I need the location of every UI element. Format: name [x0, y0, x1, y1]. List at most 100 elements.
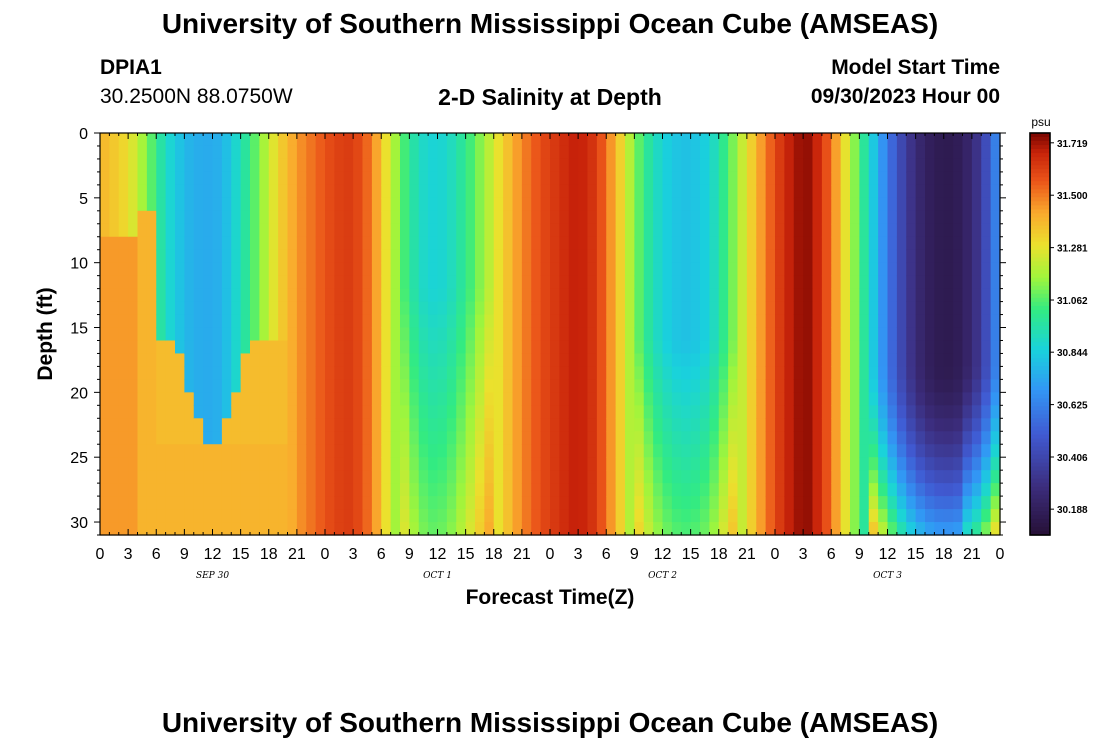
heatmap-cell: [156, 314, 167, 329]
heatmap-cell: [446, 431, 457, 445]
heatmap-cell: [193, 366, 204, 380]
heatmap-cell: [793, 184, 804, 199]
heatmap-cell: [615, 457, 626, 471]
heatmap-cell: [934, 366, 945, 380]
colorbar-segment: [1030, 177, 1050, 182]
heatmap-cell: [137, 522, 148, 536]
heatmap-cell: [512, 470, 523, 484]
heatmap-cell: [193, 262, 204, 277]
heatmap-cell: [615, 405, 626, 419]
heatmap-cell: [943, 327, 954, 342]
heatmap-cell: [681, 496, 692, 510]
heatmap-cell: [306, 133, 317, 147]
heatmap-cell: [587, 327, 598, 342]
colorbar-tick-label: 31.281: [1057, 244, 1088, 255]
heatmap-cell: [671, 197, 682, 212]
heatmap-cell: [343, 171, 354, 186]
heatmap-cell: [287, 236, 298, 251]
heatmap-cell: [915, 457, 926, 471]
heatmap-cell: [278, 379, 289, 393]
heatmap-cell: [990, 418, 1001, 432]
heatmap-cell: [606, 509, 617, 523]
heatmap-cell: [484, 236, 495, 251]
heatmap-cell: [428, 288, 439, 303]
heatmap-cell: [493, 249, 504, 264]
heatmap-cell: [437, 145, 448, 160]
heatmap-cell: [371, 444, 382, 458]
heatmap-cell: [475, 210, 485, 225]
heatmap-cell: [643, 340, 654, 355]
heatmap-cell: [484, 509, 495, 523]
heatmap-cell: [493, 327, 504, 342]
heatmap-cell: [371, 340, 382, 355]
heatmap-cell: [690, 418, 701, 432]
heatmap-cell: [428, 340, 439, 355]
heatmap-cell: [803, 522, 814, 536]
heatmap-cell: [381, 288, 392, 303]
heatmap-cell: [915, 353, 926, 368]
heatmap-cell: [521, 522, 532, 536]
colorbar-segment: [1030, 293, 1050, 299]
heatmap-cell: [578, 431, 589, 445]
x-tick-label: 3: [124, 546, 133, 563]
heatmap-cell: [475, 158, 485, 173]
heatmap-cell: [653, 301, 664, 316]
heatmap-cell: [512, 379, 523, 393]
heatmap-cell: [812, 171, 823, 186]
heatmap-cell: [315, 353, 326, 368]
heatmap-cell: [606, 249, 617, 264]
heatmap-cell: [428, 249, 439, 264]
heatmap-cell: [390, 392, 401, 406]
heatmap-cell: [381, 262, 392, 277]
heatmap-cell: [859, 379, 870, 393]
heatmap-cell: [793, 262, 804, 277]
heatmap-cell: [990, 223, 1001, 238]
heatmap-cell: [456, 392, 467, 406]
heatmap-cell: [850, 431, 860, 445]
heatmap-cell: [250, 496, 260, 510]
heatmap-cell: [540, 301, 551, 316]
colorbar-segment: [1030, 358, 1050, 363]
heatmap-cell: [625, 223, 635, 238]
heatmap-cell: [259, 301, 270, 316]
heatmap-cell: [146, 262, 157, 277]
heatmap-cell: [718, 184, 729, 199]
heatmap-cell: [981, 275, 992, 290]
colorbar-segment: [1030, 394, 1050, 399]
heatmap-cell: [596, 236, 607, 251]
heatmap-cell: [193, 171, 204, 186]
heatmap-cell: [737, 223, 748, 238]
x-tick-label: 15: [457, 546, 475, 563]
heatmap-cell: [821, 431, 832, 445]
heatmap-cell: [418, 353, 429, 368]
heatmap-cell: [634, 275, 645, 290]
heatmap-cell: [596, 418, 607, 432]
heatmap-cell: [184, 457, 195, 471]
heatmap-cell: [643, 353, 654, 368]
heatmap-cell: [728, 262, 739, 277]
colorbar-segment: [1030, 165, 1050, 170]
heatmap-cell: [615, 301, 626, 316]
colorbar-segment: [1030, 241, 1050, 247]
heatmap-cell: [296, 262, 307, 277]
heatmap-cell: [540, 145, 551, 160]
heatmap-cell: [840, 522, 851, 536]
heatmap-cell: [531, 496, 542, 510]
heatmap-cell: [503, 210, 514, 225]
heatmap-cell: [784, 210, 795, 225]
heatmap-cell: [971, 262, 982, 277]
heatmap-cell: [596, 405, 607, 419]
heatmap-cell: [625, 145, 635, 160]
colorbar-segment: [1030, 277, 1050, 283]
heatmap-cell: [906, 379, 917, 393]
heatmap-cell: [390, 366, 401, 380]
heatmap-cell: [775, 379, 785, 393]
heatmap-cell: [681, 431, 692, 445]
heatmap-cell: [343, 314, 354, 329]
heatmap-cell: [700, 340, 710, 355]
heatmap-cell: [203, 418, 214, 432]
heatmap-cell: [559, 197, 570, 212]
heatmap-cell: [915, 236, 926, 251]
heatmap-cell: [418, 340, 429, 355]
heatmap-cell: [465, 392, 476, 406]
